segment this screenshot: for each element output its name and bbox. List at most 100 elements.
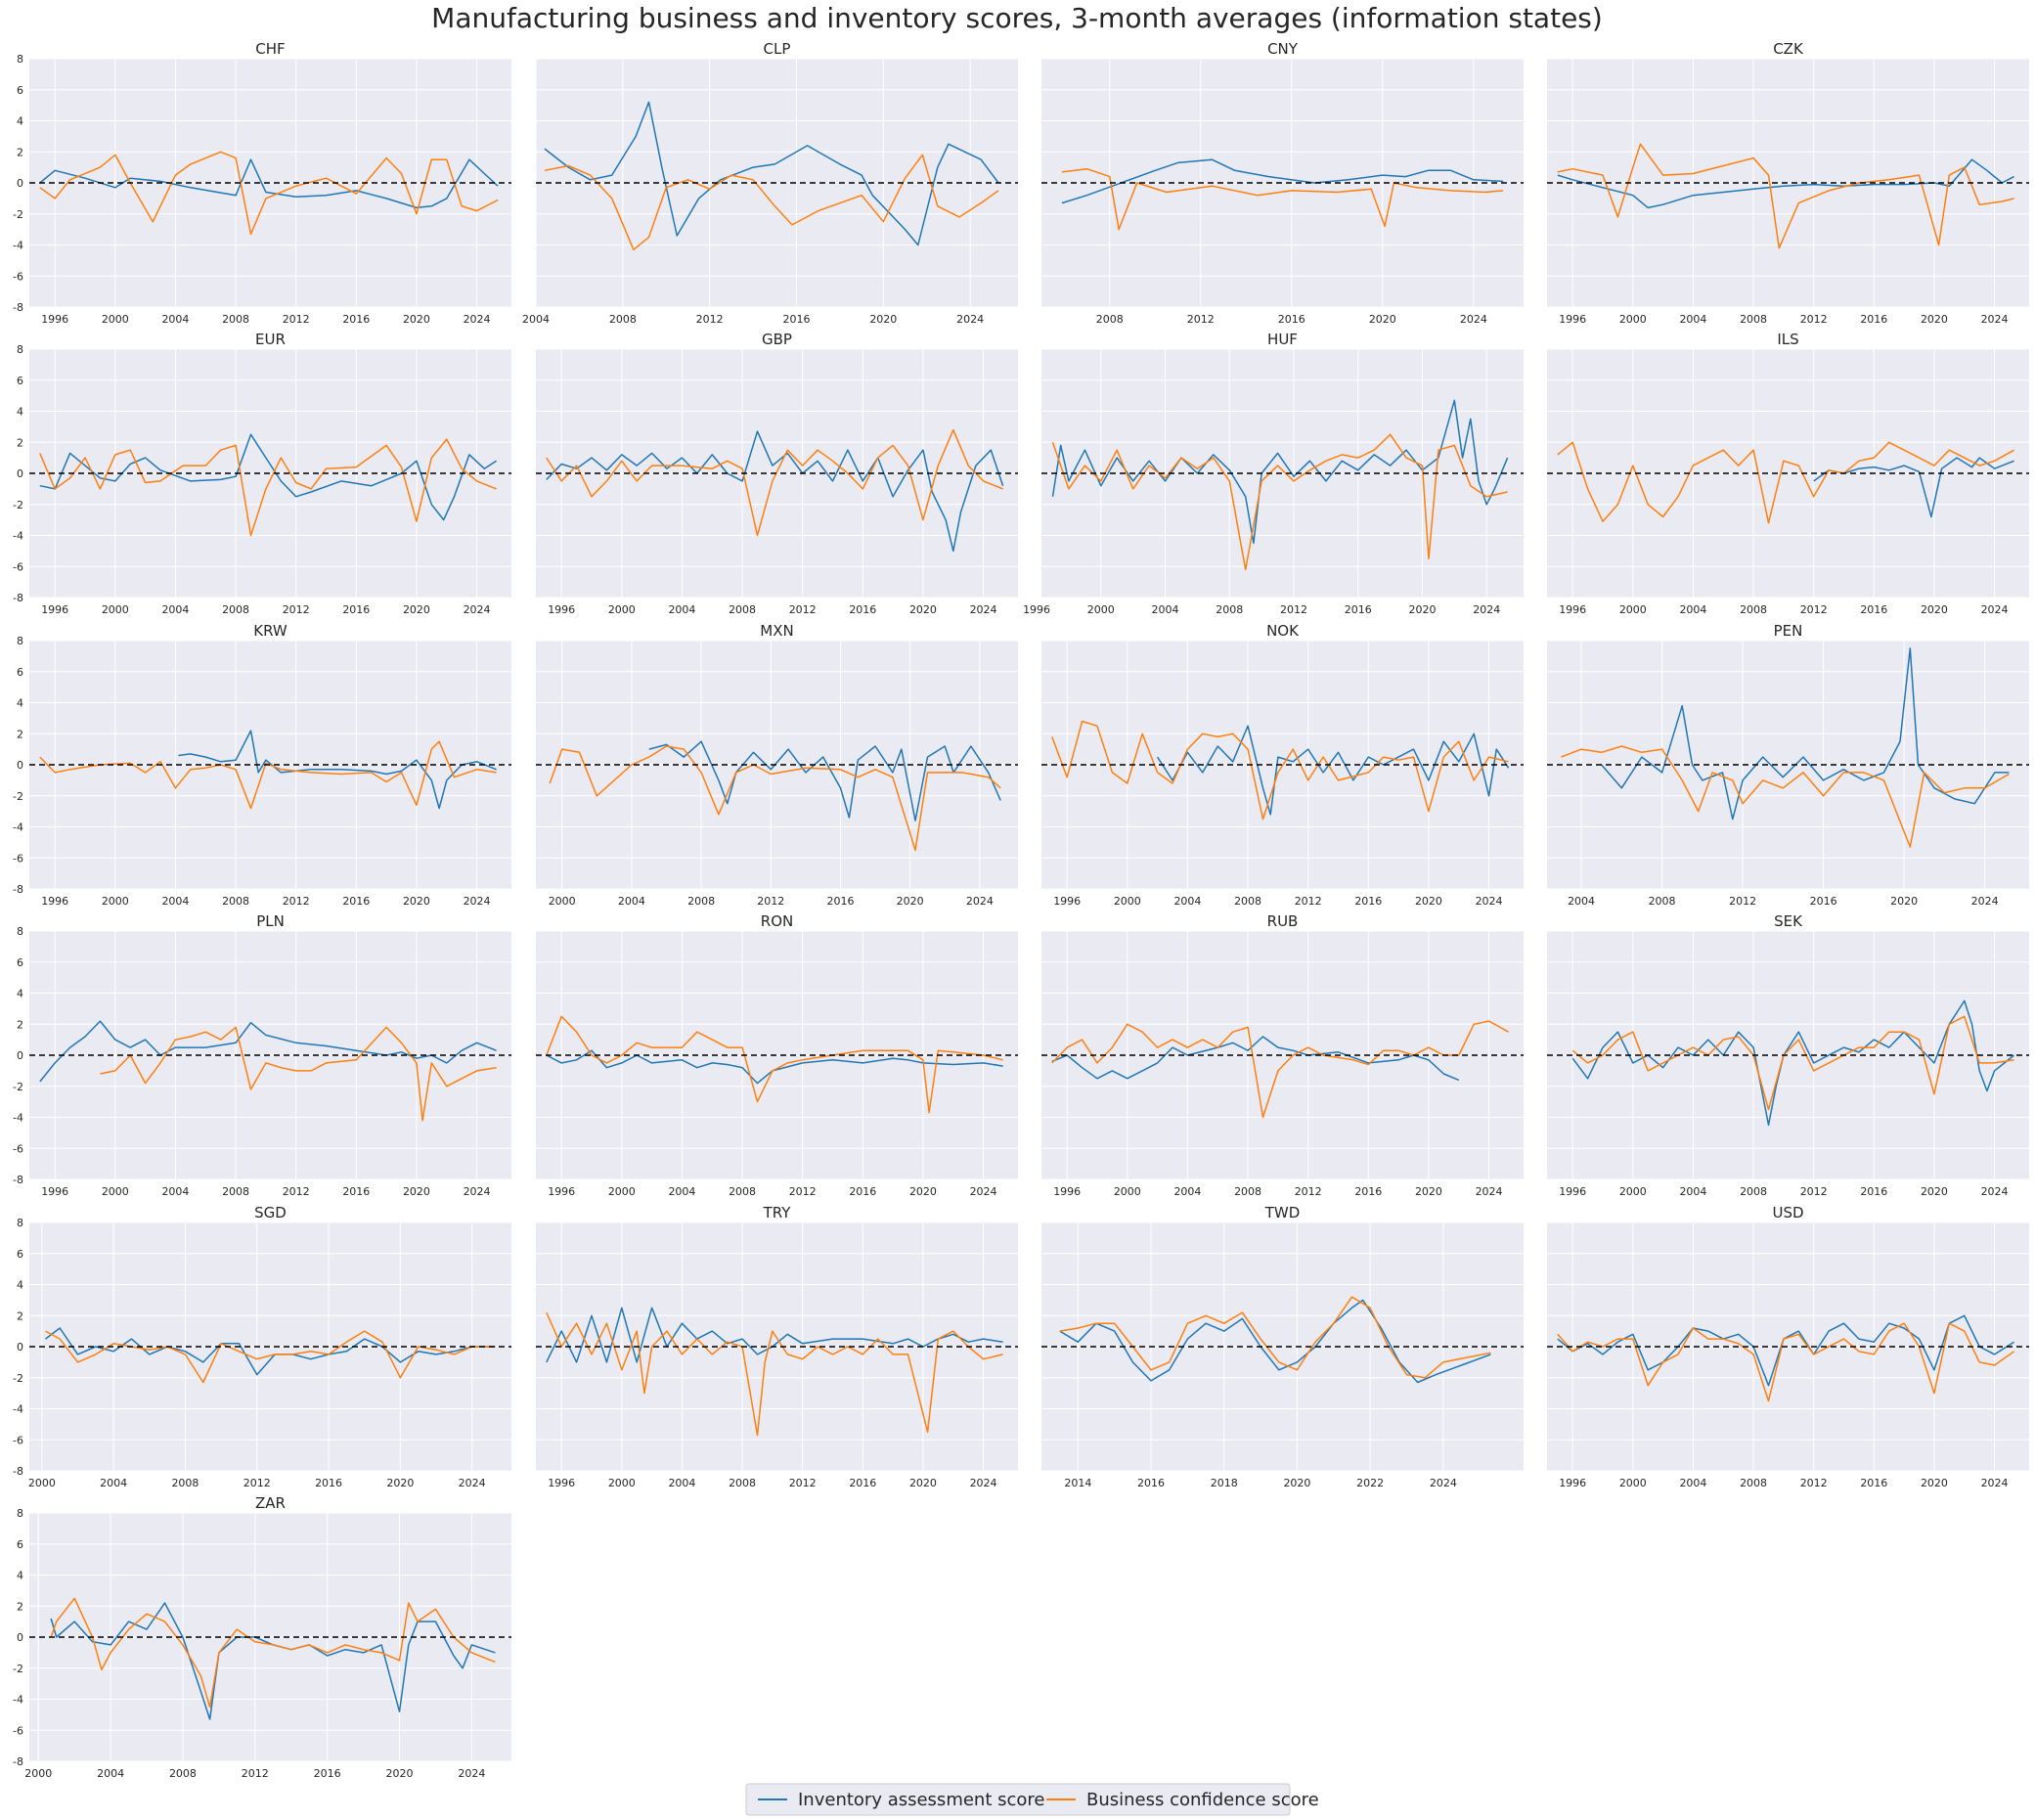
y-tick-label: 0 — [17, 467, 23, 480]
y-tick-label: -4 — [13, 1403, 23, 1416]
y-tick-label: -2 — [13, 790, 23, 803]
legend-label-business: Business confidence score — [1086, 1790, 1319, 1810]
y-tick-label: 2 — [17, 728, 23, 740]
panel-krw: -8 -6 -4 -2 0 2 4 6 8 1996 2000 2004 2008 2012 2016 202… — [13, 622, 511, 908]
x-tick-label: 2024 — [1981, 603, 2009, 616]
x-tick-label: 2004 — [97, 1767, 124, 1780]
x-tick-label: 2012 — [789, 603, 817, 616]
x-tick-label: 2016 — [342, 1185, 370, 1198]
panel-eur: -8 -6 -4 -2 0 2 4 6 8 1996 2000 2004 2008 2012 2016 202… — [13, 331, 511, 616]
panel-title: PLN — [256, 912, 285, 930]
y-tick-label: 4 — [17, 115, 23, 128]
x-tick-label: 2024 — [1476, 1185, 1503, 1198]
y-tick-label: -2 — [13, 499, 23, 511]
legend-label-inventory: Inventory assessment score — [798, 1790, 1044, 1810]
series-business-line — [1051, 433, 1508, 571]
y-tick-label: -4 — [13, 1694, 23, 1707]
x-tick-label: 2008 — [687, 895, 715, 908]
panel-twd: 2014 2016 2018 2020 2022 2024 TWD — [1041, 1204, 1524, 1489]
panel-ils: 1996 2000 2004 2008 2012 2016 2020 2024 ILS — [1547, 331, 2029, 616]
x-tick-label: 2008 — [171, 1477, 199, 1489]
x-tick-label: 2024 — [1460, 313, 1487, 326]
panel-ron: 1996 2000 2004 2008 2012 2016 2020 2024 RON — [536, 912, 1018, 1198]
series-inventory-line — [648, 740, 1001, 821]
y-tick-label: -6 — [13, 852, 23, 865]
x-tick-label: 2008 — [222, 1185, 249, 1198]
x-tick-label: 2024 — [464, 895, 491, 908]
panel-usd: 1996 2000 2004 2008 2012 2016 2020 2024 USD — [1547, 1204, 2029, 1489]
panel-huf: 1996 2000 2004 2008 2012 2016 2020 2024 HUF — [1023, 331, 1524, 616]
series-business-line — [1061, 167, 1504, 231]
x-tick-label: 2000 — [24, 1767, 52, 1780]
x-tick-label: 2012 — [789, 1477, 817, 1489]
x-tick-label: 2016 — [826, 895, 854, 908]
x-tick-label: 2020 — [1890, 895, 1918, 908]
x-tick-label: 2000 — [1087, 603, 1115, 616]
y-tick-label: 8 — [17, 1507, 23, 1520]
y-tick-label: -8 — [13, 883, 23, 896]
x-tick-label: 2000 — [102, 895, 129, 908]
x-tick-label: 2016 — [1345, 603, 1372, 616]
x-tick-label: 2004 — [668, 1185, 695, 1198]
series-business-line — [39, 151, 499, 236]
legend-box — [745, 1783, 1291, 1816]
series-business-line — [546, 1015, 1003, 1114]
panel-title: TRY — [763, 1204, 792, 1221]
series-business-line — [1051, 1020, 1509, 1119]
panel-title: EUR — [255, 331, 286, 348]
x-tick-label: 2004 — [161, 313, 189, 326]
y-tick-label: -6 — [13, 560, 23, 573]
x-tick-label: 2000 — [1114, 1185, 1141, 1198]
panel-title: USD — [1772, 1204, 1803, 1221]
panel-title: ILS — [1777, 331, 1798, 348]
x-tick-label: 2024 — [1971, 895, 1999, 908]
series-inventory-line — [546, 1049, 1003, 1085]
x-tick-label: 2012 — [1800, 1477, 1828, 1489]
x-tick-label: 2020 — [1369, 313, 1396, 326]
x-tick-label: 2020 — [869, 313, 897, 326]
x-tick-label: 2016 — [849, 1477, 876, 1489]
x-tick-label: 2000 — [102, 1185, 129, 1198]
y-tick-label: 6 — [17, 956, 23, 969]
x-tick-label: 2024 — [1473, 603, 1500, 616]
x-tick-label: 2018 — [1211, 1477, 1238, 1489]
panel-title: TWD — [1264, 1204, 1301, 1221]
series-inventory-line — [544, 101, 999, 246]
y-tick-label: -4 — [13, 530, 23, 543]
series-inventory-line — [1051, 1036, 1460, 1082]
series-inventory-line — [1061, 158, 1504, 204]
x-tick-label: 1996 — [41, 313, 68, 326]
y-tick-label: 6 — [17, 375, 23, 387]
panel-czk: 1996 2000 2004 2008 2012 2016 2020 2024 CZK — [1547, 40, 2029, 326]
x-tick-label: 2016 — [1860, 313, 1887, 326]
series-business-line — [100, 1026, 497, 1122]
x-tick-label: 2020 — [403, 603, 430, 616]
x-tick-label: 2024 — [1981, 313, 2009, 326]
x-tick-label: 2004 — [1679, 1185, 1706, 1198]
x-tick-label: 2016 — [314, 1767, 341, 1780]
panel-title: RON — [761, 912, 793, 930]
y-tick-label: 0 — [17, 759, 23, 772]
x-tick-label: 2024 — [1981, 1185, 2009, 1198]
y-tick-label: 8 — [17, 343, 23, 356]
x-tick-label: 1996 — [1053, 1185, 1081, 1198]
x-tick-label: 2020 — [1408, 603, 1436, 616]
panel-title: PEN — [1774, 622, 1803, 640]
x-tick-label: 2020 — [403, 1185, 430, 1198]
panel-pen: 2004 2008 2012 2016 2020 2024 PEN — [1547, 622, 2029, 908]
series-inventory-line — [39, 433, 498, 521]
x-tick-label: 2012 — [1800, 313, 1828, 326]
x-tick-label: 2020 — [1921, 603, 1948, 616]
series-inventory-line — [1059, 1299, 1491, 1384]
series-business-line — [1561, 745, 2010, 848]
panel-rub: 1996 2000 2004 2008 2012 2016 2020 2024 RUB — [1041, 912, 1524, 1198]
series-inventory-line — [1601, 647, 2010, 821]
panel-title: CLP — [764, 40, 791, 58]
y-tick-label: -2 — [13, 1372, 23, 1385]
x-tick-label: 2012 — [283, 1185, 310, 1198]
x-tick-label: 2024 — [464, 313, 491, 326]
x-tick-label: 2024 — [464, 603, 491, 616]
x-tick-label: 2008 — [1234, 895, 1261, 908]
